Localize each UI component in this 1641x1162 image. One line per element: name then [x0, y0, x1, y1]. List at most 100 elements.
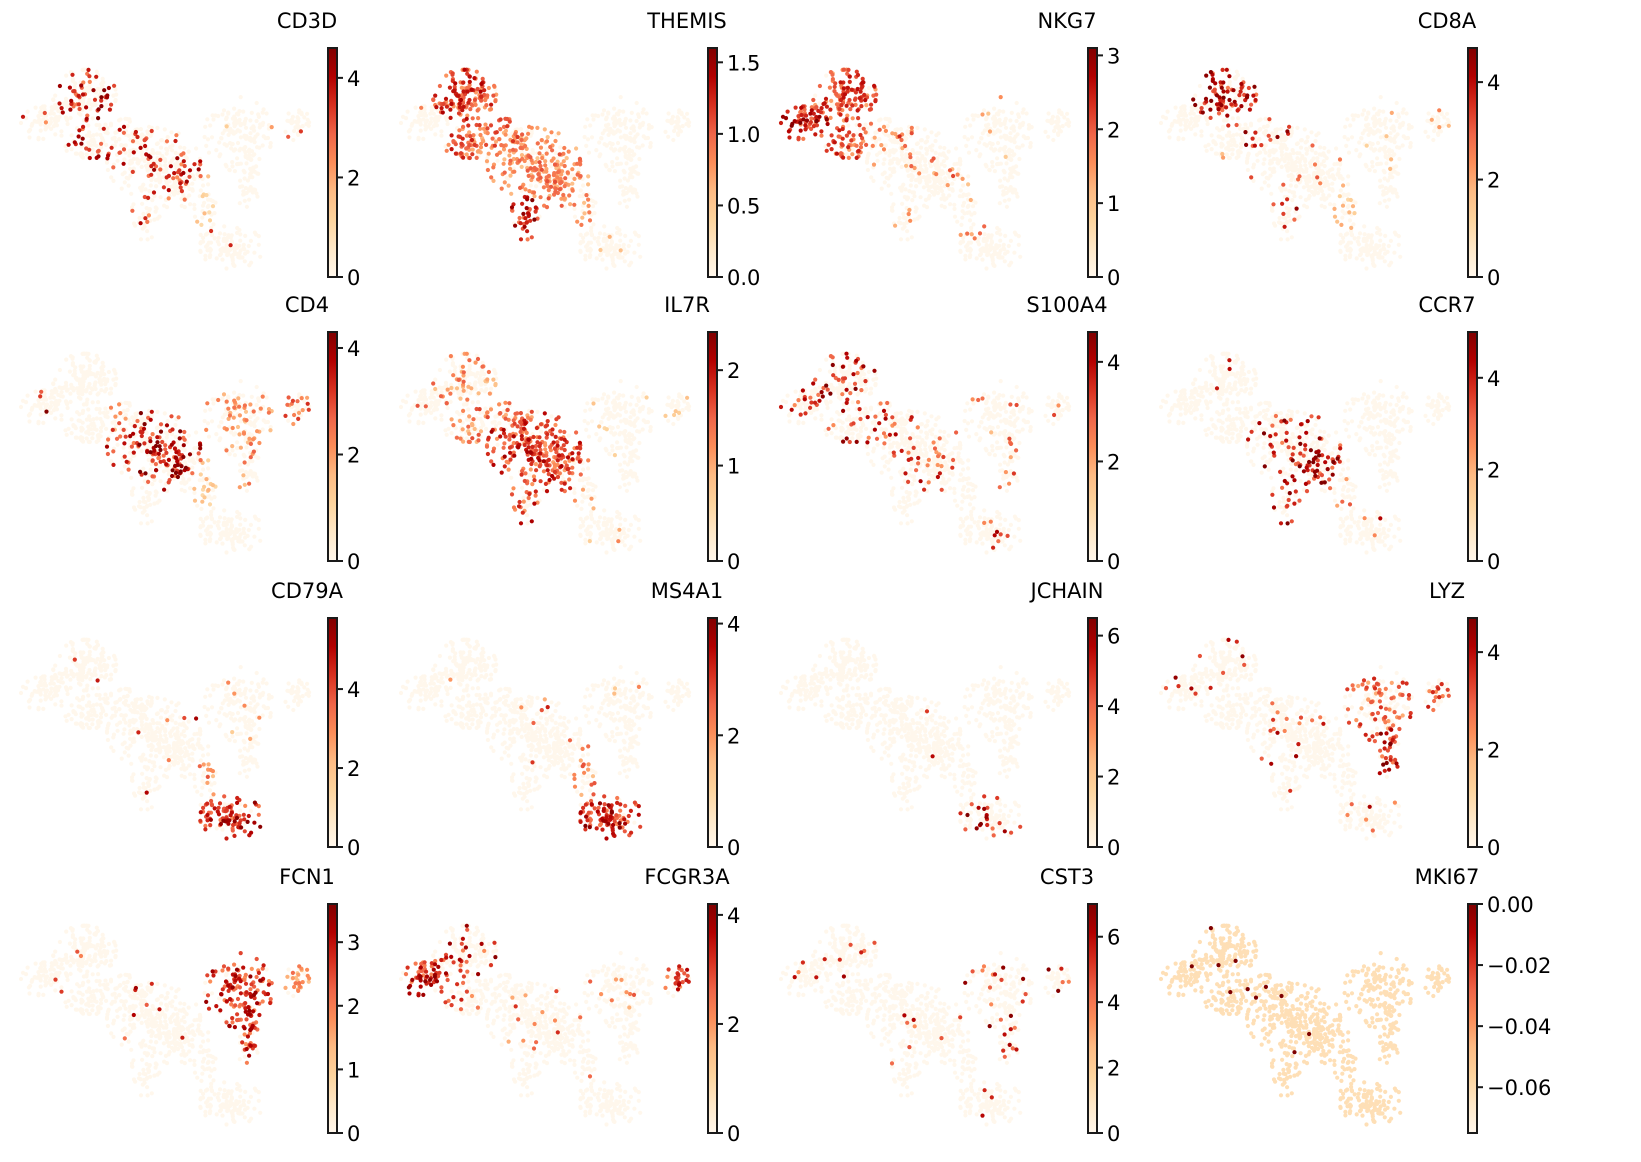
cell-point — [64, 383, 69, 388]
cell-point — [112, 83, 117, 88]
cell-point — [264, 111, 269, 116]
cell-point — [617, 129, 623, 134]
cell-point — [1060, 124, 1065, 129]
cell-point — [1390, 190, 1395, 195]
cell-point — [467, 155, 472, 161]
cell-point — [248, 131, 253, 136]
cell-point — [543, 159, 548, 164]
cell-point — [185, 171, 191, 176]
cell-point — [955, 219, 960, 224]
cell-point — [915, 125, 920, 130]
cell-point — [592, 211, 597, 216]
cell-point — [1348, 240, 1354, 245]
cell-point — [499, 186, 504, 191]
cell-point — [199, 506, 204, 511]
cell-point — [589, 233, 595, 238]
cell-point — [862, 92, 867, 97]
cell-point — [99, 379, 104, 384]
cell-point — [965, 117, 970, 122]
cell-point — [905, 229, 910, 234]
cell-point — [72, 140, 77, 145]
cell-point — [1282, 224, 1287, 229]
cell-point — [295, 115, 300, 120]
cell-point — [538, 195, 543, 200]
cell-point — [942, 145, 947, 151]
cell-point — [1383, 125, 1389, 130]
cell-point — [539, 138, 544, 143]
cell-point — [1249, 175, 1254, 180]
cell-point — [198, 532, 203, 537]
cell-point — [98, 410, 103, 415]
cell-point — [53, 93, 58, 98]
cell-point — [1208, 70, 1213, 75]
cell-point — [785, 109, 790, 114]
cell-point — [468, 107, 473, 112]
cell-point — [305, 111, 310, 116]
cell-point — [76, 377, 81, 382]
cell-point — [51, 381, 56, 387]
cell-point — [887, 148, 893, 153]
cell-point — [546, 173, 552, 178]
cell-point — [49, 400, 54, 405]
cell-point — [54, 389, 59, 394]
cell-point — [249, 149, 255, 154]
cell-point — [53, 416, 58, 421]
cell-point — [42, 104, 47, 109]
cell-point — [484, 159, 490, 164]
cell-point — [541, 185, 547, 190]
cell-point — [1319, 162, 1324, 167]
cell-point — [517, 158, 522, 163]
cell-point — [1375, 225, 1380, 231]
cell-point — [90, 116, 95, 121]
cell-point — [986, 111, 991, 116]
cell-point — [64, 432, 69, 437]
cell-point — [85, 355, 90, 360]
cell-point — [847, 74, 852, 79]
cell-point — [51, 97, 56, 103]
cell-point — [1349, 225, 1354, 230]
cell-point — [1214, 151, 1219, 156]
cell-point — [1003, 154, 1008, 159]
cell-point — [449, 101, 454, 107]
cell-point — [129, 475, 134, 480]
cell-point — [907, 207, 912, 213]
cell-point — [1230, 152, 1235, 157]
cell-point — [585, 231, 590, 236]
cell-point — [958, 188, 963, 193]
cell-point — [1389, 157, 1394, 162]
cell-point — [147, 491, 152, 497]
cell-point — [233, 431, 238, 436]
cell-point — [622, 170, 627, 175]
cell-point — [1295, 151, 1300, 156]
cell-point — [611, 261, 616, 266]
cell-point — [1382, 247, 1387, 252]
cell-point — [29, 123, 34, 128]
cell-point — [886, 133, 891, 138]
cell-point — [97, 407, 102, 412]
cell-point — [104, 103, 109, 108]
cell-point — [127, 403, 132, 408]
cell-point — [671, 137, 676, 143]
cell-point — [881, 147, 887, 152]
cell-point — [1227, 97, 1232, 103]
cell-point — [544, 139, 550, 144]
cell-point — [604, 266, 609, 271]
cell-point — [542, 127, 547, 132]
cell-point — [63, 428, 68, 433]
cell-point — [217, 154, 222, 159]
cell-point — [83, 373, 88, 378]
cell-point — [623, 154, 628, 159]
cell-point — [824, 73, 829, 78]
cell-point — [1401, 120, 1406, 125]
cell-point — [208, 240, 214, 245]
cell-point — [458, 97, 464, 103]
cell-point — [1262, 180, 1267, 185]
cell-point — [485, 167, 490, 173]
cell-point — [1322, 153, 1327, 158]
cell-point — [1234, 132, 1239, 137]
cell-point — [1216, 111, 1222, 116]
cell-point — [1279, 164, 1284, 169]
cell-point — [1346, 150, 1352, 155]
cell-point — [924, 175, 929, 180]
cell-point — [233, 147, 238, 152]
